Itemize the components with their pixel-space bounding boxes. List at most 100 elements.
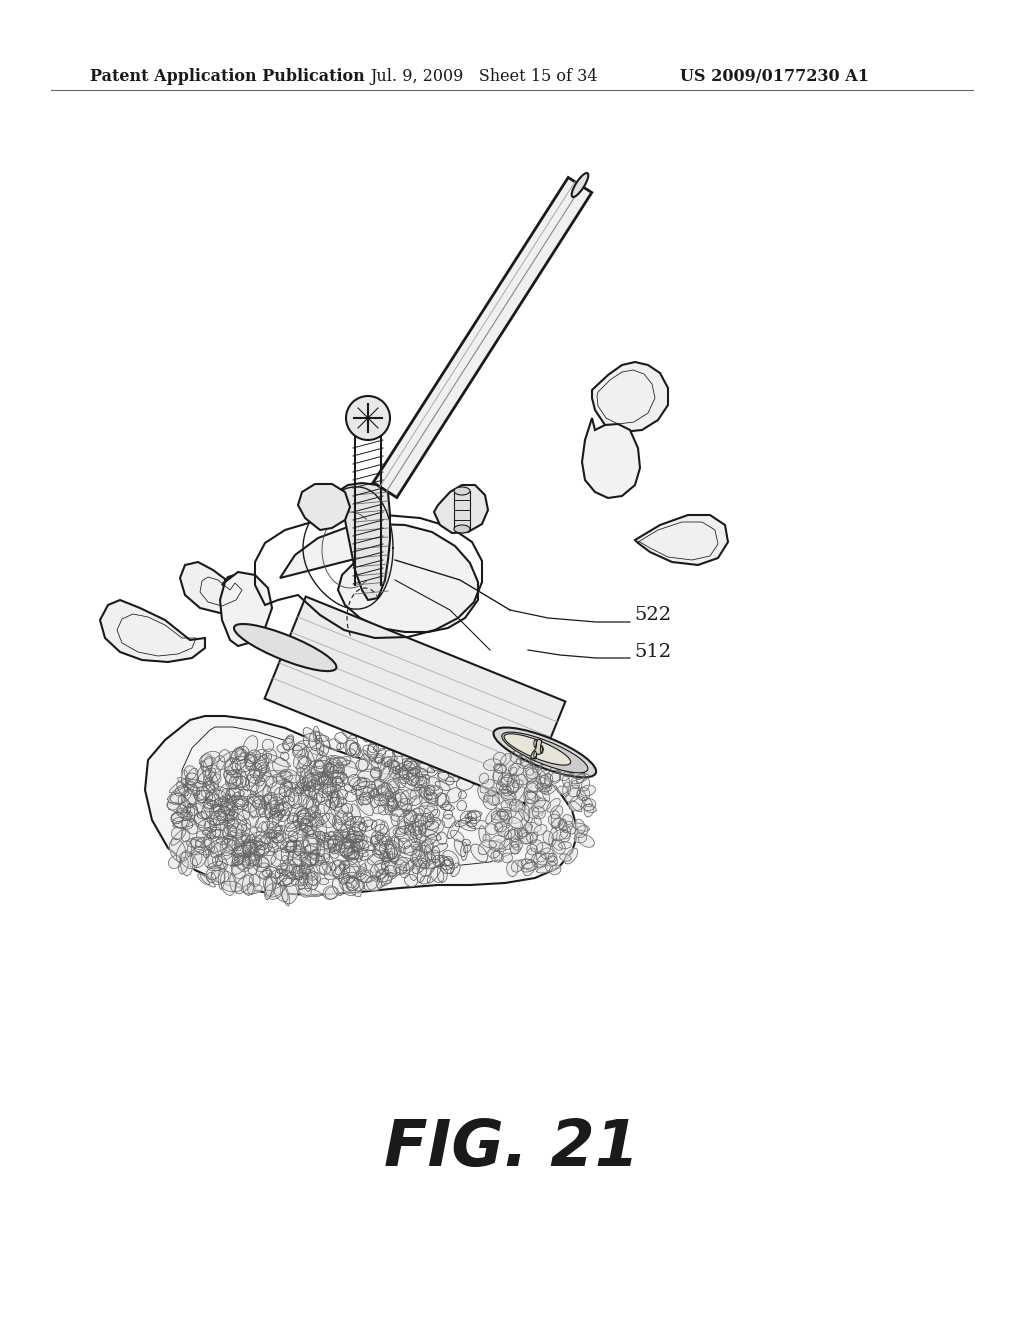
Polygon shape <box>290 829 308 842</box>
Polygon shape <box>256 863 270 878</box>
Polygon shape <box>283 739 294 750</box>
Polygon shape <box>342 883 356 896</box>
Polygon shape <box>198 810 210 818</box>
Polygon shape <box>311 756 330 775</box>
Polygon shape <box>511 861 523 873</box>
Polygon shape <box>299 818 312 832</box>
Polygon shape <box>479 760 493 775</box>
Polygon shape <box>343 865 357 888</box>
Polygon shape <box>301 817 324 828</box>
Polygon shape <box>562 781 570 796</box>
Polygon shape <box>483 759 501 771</box>
Polygon shape <box>181 789 197 808</box>
Polygon shape <box>437 865 447 883</box>
Polygon shape <box>525 822 531 834</box>
Polygon shape <box>305 780 322 796</box>
Polygon shape <box>490 851 504 862</box>
Polygon shape <box>370 861 386 878</box>
Polygon shape <box>526 768 539 779</box>
Polygon shape <box>420 875 430 884</box>
Polygon shape <box>263 875 276 891</box>
Polygon shape <box>316 738 324 755</box>
Polygon shape <box>309 760 328 776</box>
Polygon shape <box>370 789 379 808</box>
Polygon shape <box>368 784 377 797</box>
Polygon shape <box>451 863 460 876</box>
Polygon shape <box>341 875 355 883</box>
Polygon shape <box>360 850 375 861</box>
Polygon shape <box>216 751 238 770</box>
Polygon shape <box>440 759 451 770</box>
Polygon shape <box>315 735 329 742</box>
Polygon shape <box>524 783 538 800</box>
Polygon shape <box>181 810 191 829</box>
Ellipse shape <box>454 525 470 533</box>
Polygon shape <box>507 861 518 876</box>
Polygon shape <box>495 822 503 832</box>
Polygon shape <box>209 828 223 837</box>
Polygon shape <box>223 825 238 840</box>
Polygon shape <box>333 816 342 830</box>
Polygon shape <box>319 862 331 875</box>
Polygon shape <box>345 789 361 801</box>
Polygon shape <box>523 822 541 833</box>
Polygon shape <box>198 791 206 803</box>
Polygon shape <box>404 822 417 842</box>
Polygon shape <box>230 756 246 770</box>
Polygon shape <box>193 781 207 801</box>
Polygon shape <box>410 814 424 828</box>
Polygon shape <box>231 855 244 866</box>
Polygon shape <box>421 829 441 841</box>
Polygon shape <box>296 767 305 788</box>
Polygon shape <box>269 830 288 849</box>
Polygon shape <box>193 850 207 867</box>
Text: Patent Application Publication: Patent Application Publication <box>90 69 365 84</box>
Polygon shape <box>331 772 344 784</box>
Polygon shape <box>248 750 261 763</box>
Polygon shape <box>190 837 205 850</box>
Polygon shape <box>199 818 217 828</box>
Polygon shape <box>314 793 325 803</box>
Polygon shape <box>250 832 265 841</box>
Polygon shape <box>387 779 399 792</box>
Polygon shape <box>541 775 552 787</box>
Polygon shape <box>201 760 211 785</box>
Polygon shape <box>310 853 324 866</box>
Polygon shape <box>218 784 229 801</box>
Polygon shape <box>510 800 523 812</box>
Polygon shape <box>347 878 359 890</box>
Polygon shape <box>427 814 434 822</box>
Polygon shape <box>571 774 589 784</box>
Polygon shape <box>380 843 397 858</box>
Polygon shape <box>501 800 512 812</box>
Polygon shape <box>302 826 321 838</box>
Polygon shape <box>416 776 427 784</box>
Polygon shape <box>303 734 317 747</box>
Polygon shape <box>544 785 557 795</box>
Polygon shape <box>552 829 568 841</box>
Polygon shape <box>375 833 383 841</box>
Polygon shape <box>387 759 400 774</box>
Polygon shape <box>384 845 395 862</box>
Polygon shape <box>494 764 506 774</box>
Polygon shape <box>442 850 459 869</box>
Polygon shape <box>211 867 229 883</box>
Polygon shape <box>500 777 519 792</box>
Polygon shape <box>210 801 229 812</box>
Polygon shape <box>206 789 227 805</box>
Polygon shape <box>420 824 426 833</box>
Polygon shape <box>270 886 286 898</box>
Polygon shape <box>307 854 323 865</box>
Text: Jul. 9, 2009   Sheet 15 of 34: Jul. 9, 2009 Sheet 15 of 34 <box>370 69 597 84</box>
Polygon shape <box>196 804 207 820</box>
Polygon shape <box>322 763 331 783</box>
Polygon shape <box>574 826 588 838</box>
Polygon shape <box>366 730 387 741</box>
Polygon shape <box>454 491 470 529</box>
Polygon shape <box>532 807 546 818</box>
Polygon shape <box>315 731 330 747</box>
Polygon shape <box>520 754 529 767</box>
Polygon shape <box>530 756 542 768</box>
Polygon shape <box>209 770 218 789</box>
Polygon shape <box>546 861 556 871</box>
